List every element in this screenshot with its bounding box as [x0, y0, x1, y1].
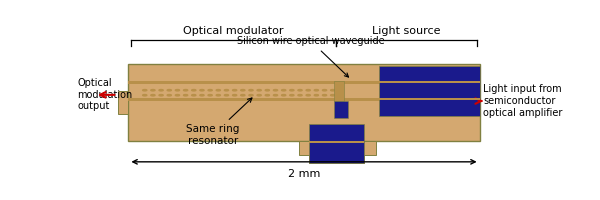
Circle shape	[159, 90, 163, 91]
Text: Optical
modulation
output: Optical modulation output	[77, 78, 133, 111]
Bar	[299, 141, 376, 155]
Circle shape	[151, 95, 155, 96]
Text: Silicon wire optical waveguide: Silicon wire optical waveguide	[237, 36, 385, 77]
Circle shape	[257, 90, 261, 91]
Circle shape	[265, 95, 269, 96]
Bar	[337, 98, 381, 101]
Circle shape	[200, 95, 204, 96]
Text: Light source: Light source	[372, 26, 440, 36]
Text: 2 mm: 2 mm	[288, 169, 320, 179]
Bar	[337, 81, 381, 84]
Circle shape	[175, 95, 179, 96]
Bar	[379, 66, 479, 116]
Text: Same ring
resonator: Same ring resonator	[186, 98, 252, 146]
Circle shape	[208, 90, 212, 91]
Circle shape	[184, 90, 188, 91]
Circle shape	[331, 95, 335, 96]
Bar	[309, 155, 364, 163]
Bar	[309, 124, 364, 163]
Bar	[334, 81, 344, 101]
Bar	[128, 64, 479, 141]
Bar	[128, 81, 337, 84]
Circle shape	[216, 95, 220, 96]
Bar	[334, 101, 348, 118]
Circle shape	[167, 95, 172, 96]
Circle shape	[281, 95, 286, 96]
Circle shape	[298, 90, 302, 91]
Circle shape	[274, 95, 278, 96]
Circle shape	[322, 95, 326, 96]
Circle shape	[314, 90, 319, 91]
Bar	[128, 98, 337, 101]
Circle shape	[191, 90, 196, 91]
Circle shape	[191, 95, 196, 96]
Circle shape	[306, 90, 310, 91]
Bar	[379, 81, 479, 83]
Bar	[309, 141, 364, 143]
Circle shape	[216, 90, 220, 91]
Bar	[118, 91, 128, 114]
Circle shape	[159, 95, 163, 96]
Circle shape	[322, 90, 326, 91]
Circle shape	[224, 90, 229, 91]
Circle shape	[274, 90, 278, 91]
Circle shape	[233, 90, 237, 91]
Bar	[379, 98, 479, 100]
Circle shape	[167, 90, 172, 91]
Circle shape	[200, 90, 204, 91]
Circle shape	[233, 95, 237, 96]
Circle shape	[314, 95, 319, 96]
Circle shape	[249, 90, 253, 91]
Circle shape	[298, 95, 302, 96]
Circle shape	[281, 90, 286, 91]
Circle shape	[290, 90, 294, 91]
Circle shape	[257, 95, 261, 96]
Circle shape	[331, 90, 335, 91]
Circle shape	[184, 95, 188, 96]
Text: Light input from
semiconductor
optical amplifier: Light input from semiconductor optical a…	[483, 84, 563, 118]
Text: Optical modulator: Optical modulator	[183, 26, 283, 36]
Circle shape	[143, 95, 147, 96]
Circle shape	[175, 90, 179, 91]
Circle shape	[224, 95, 229, 96]
Circle shape	[265, 90, 269, 91]
Circle shape	[208, 95, 212, 96]
Circle shape	[143, 90, 147, 91]
Circle shape	[249, 95, 253, 96]
Circle shape	[290, 95, 294, 96]
Circle shape	[241, 95, 245, 96]
Circle shape	[306, 95, 310, 96]
Circle shape	[241, 90, 245, 91]
Circle shape	[151, 90, 155, 91]
